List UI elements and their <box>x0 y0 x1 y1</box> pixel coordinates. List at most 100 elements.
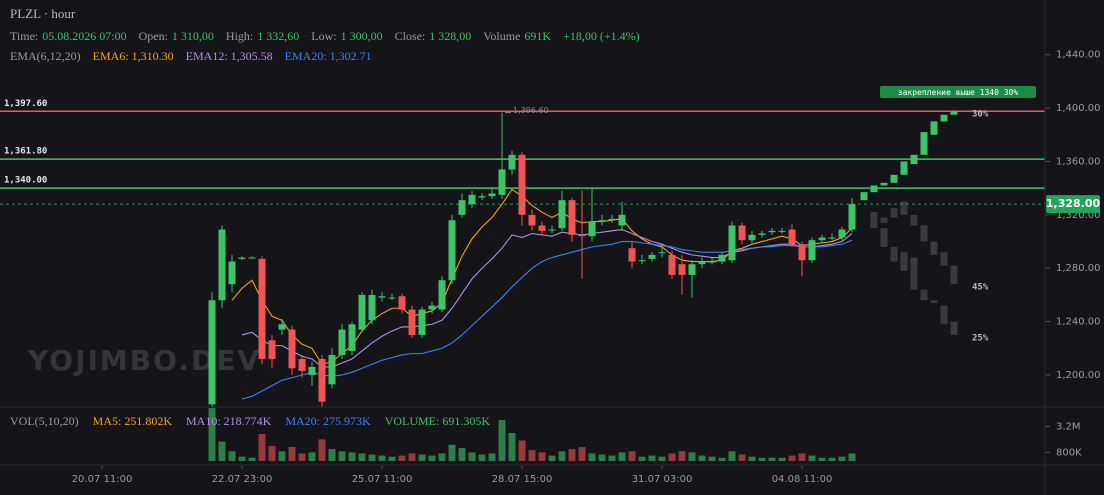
info-value: 1 332,60 <box>257 29 300 43</box>
candle-body <box>398 296 406 310</box>
candle-body <box>558 200 566 229</box>
candle-body <box>608 218 616 221</box>
ema-title: EMA(6,12,20) <box>10 49 81 63</box>
volume-bar <box>698 455 706 461</box>
candle-body <box>618 214 626 226</box>
volume-bar <box>358 453 366 461</box>
candle-body <box>668 254 676 275</box>
y-tick-label: 1,200.00 <box>1056 370 1101 381</box>
vol-legend-entry: MA5: 251.802K <box>92 414 172 428</box>
volume-bar <box>418 454 426 461</box>
volume-bar <box>308 452 316 461</box>
candle-body <box>588 221 596 237</box>
volume-bar <box>488 453 496 461</box>
forecast-candle <box>910 214 918 226</box>
candle-body <box>378 296 386 298</box>
volume-bar <box>748 456 756 461</box>
candle-body <box>468 194 476 205</box>
forecast-candle <box>860 192 868 201</box>
forecast-candle <box>900 201 908 215</box>
volume-bar <box>648 455 656 461</box>
x-tick-label: 20.07 11:00 <box>72 474 133 485</box>
candle-body <box>368 294 376 321</box>
info-value: 1 310,00 <box>171 29 214 43</box>
volume-bar <box>628 451 636 461</box>
volume-bar <box>278 451 286 461</box>
forecast-candle <box>870 185 878 193</box>
forecast-candle <box>890 246 898 262</box>
volume-bar <box>788 455 796 461</box>
ema-line <box>241 239 853 400</box>
y-tick-label: 1,320.00 <box>1056 210 1101 221</box>
volume-bar <box>538 452 546 461</box>
candle-body <box>778 230 786 232</box>
info-value: 1 300,00 <box>340 29 383 43</box>
volume-tick-label: 3.2M <box>1056 421 1081 432</box>
ema-legend: EMA(6,12,20) EMA6: 1,310.30 EMA12: 1,305.5… <box>10 49 384 64</box>
info-label: Low: <box>311 29 337 43</box>
legend-entry: EMA20: 1,302.71 <box>284 49 372 63</box>
volume-bar <box>668 453 676 461</box>
volume-bar <box>388 456 396 461</box>
volume-bar <box>638 456 646 461</box>
volume-bar <box>238 456 246 461</box>
volume-bar <box>318 439 326 461</box>
candle-body <box>348 324 356 351</box>
candle-body <box>678 264 686 275</box>
volume-bar <box>688 452 696 461</box>
volume-bar <box>218 441 226 461</box>
candle-body <box>808 240 816 261</box>
forecast-candle <box>880 228 888 247</box>
forecast-candle <box>930 300 938 303</box>
vol-title: VOL(5,10,20) <box>10 414 79 428</box>
info-label: High: <box>225 29 254 43</box>
volume-bar <box>448 444 456 461</box>
ohlc-info: Time: 05.08.2026 07:00 Open: 1 310,00 High: 1… <box>10 29 652 44</box>
volume-bar <box>738 454 746 461</box>
watermark: YOJIMBO.DEV <box>27 344 261 377</box>
candle-body <box>848 204 856 230</box>
info-value: 05.08.2026 07:00 <box>42 29 127 43</box>
volume-bar <box>468 452 476 461</box>
candle-body <box>528 214 536 226</box>
volume-bar <box>258 434 266 461</box>
volume-bar <box>798 453 806 461</box>
candle-body <box>508 154 516 170</box>
forecast-label: 25% <box>972 333 989 343</box>
x-tick-label: 28.07 15:00 <box>492 474 553 485</box>
candle-body <box>838 229 846 238</box>
x-tick-label: 22.07 23:00 <box>212 474 273 485</box>
legend-entry: EMA12: 1,305.58 <box>185 49 273 63</box>
candle-body <box>718 254 726 262</box>
volume-bar <box>578 446 586 461</box>
volume-tick-label: 800K <box>1056 447 1082 458</box>
y-tick-label: 1,240.00 <box>1056 317 1101 328</box>
candle-body <box>538 225 546 231</box>
volume-bar <box>708 456 716 461</box>
volume-bar <box>398 455 406 461</box>
volume-bar <box>508 432 516 461</box>
candle-body <box>488 193 496 197</box>
last-price-box <box>1046 195 1100 214</box>
candle-body <box>218 229 226 301</box>
candle-body <box>698 261 706 265</box>
forecast-candle <box>940 252 948 266</box>
forecast-candle <box>910 257 918 290</box>
volume-bar <box>518 440 526 461</box>
candle-body <box>638 260 646 262</box>
candle-body <box>318 358 326 402</box>
volume-bar <box>528 450 536 461</box>
volume-bar <box>438 453 446 461</box>
candle-body <box>628 248 636 262</box>
candle-body <box>648 254 656 259</box>
change: +18,00 (+1.4%) <box>563 29 640 43</box>
volume-bar <box>848 453 856 461</box>
forecast-candle <box>920 289 928 301</box>
candle-body <box>358 294 366 330</box>
y-tick-label: 1,280.00 <box>1056 263 1101 274</box>
volume-bar <box>338 451 346 461</box>
forecast-candle <box>950 321 958 335</box>
vol-legend-entry: VOLUME: 691.305K <box>384 414 491 428</box>
forecast-candle <box>930 121 938 135</box>
